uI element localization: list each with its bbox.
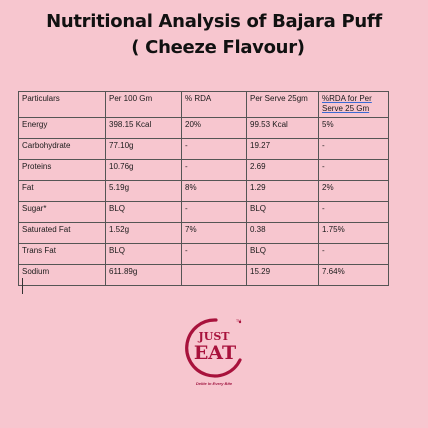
cell-rda-per-serve: 5% — [318, 117, 389, 139]
logo-dot — [238, 320, 242, 324]
cell-rda-per-serve: - — [318, 243, 389, 265]
cell-per-100gm: BLQ — [105, 201, 182, 223]
cell-per-serve: 19.27 — [246, 138, 319, 160]
table-row: Sugar* BLQ - BLQ - — [18, 201, 389, 223]
cell-rda: - — [181, 243, 247, 265]
table-row: Fat 5.19g 8% 1.29 2% — [18, 180, 389, 202]
header-rda-per-serve: %RDA for Per Serve 25 Gm — [318, 91, 389, 118]
cell-rda-per-serve: - — [318, 201, 389, 223]
logo-eat: EAT — [194, 342, 236, 364]
cell-per-serve: 99.53 Kcal — [246, 117, 319, 139]
cell-per-serve: BLQ — [246, 243, 319, 265]
table-row: Proteins 10.76g - 2.69 - — [18, 159, 389, 181]
cell-particular: Carbohydrate — [18, 138, 106, 160]
cell-rda: 8% — [181, 180, 247, 202]
cell-per-100gm: 398.15 Kcal — [105, 117, 182, 139]
logo-tm: TM — [236, 319, 241, 323]
cell-per-100gm: 1.52g — [105, 222, 182, 244]
cell-per-serve: BLQ — [246, 201, 319, 223]
cell-rda-per-serve: 7.64% — [318, 264, 389, 286]
logo-tagline: Delite In Every Bite — [195, 381, 233, 386]
cell-per-serve: 2.69 — [246, 159, 319, 181]
table-row: Saturated Fat 1.52g 7% 0.38 1.75% — [18, 222, 389, 244]
cell-rda-per-serve: 2% — [318, 180, 389, 202]
cell-rda: 20% — [181, 117, 247, 139]
cell-particular: Trans Fat — [18, 243, 106, 265]
cell-rda: - — [181, 201, 247, 223]
table-row: Sodium 611.89g 15.29 7.64% — [18, 264, 389, 286]
cell-per-100gm: BLQ — [105, 243, 182, 265]
cell-particular: Energy — [18, 117, 106, 139]
cell-rda: - — [181, 159, 247, 181]
cell-rda-per-serve: - — [318, 159, 389, 181]
cell-per-100gm: 611.89g — [105, 264, 182, 286]
table-header-row: Particulars Per 100 Gm % RDA Per Serve 2… — [18, 91, 389, 118]
cell-rda-per-serve: - — [318, 138, 389, 160]
cell-rda: 7% — [181, 222, 247, 244]
cell-per-serve: 15.29 — [246, 264, 319, 286]
cell-per-100gm: 10.76g — [105, 159, 182, 181]
cell-particular: Fat — [18, 180, 106, 202]
table-row: Trans Fat BLQ - BLQ - — [18, 243, 389, 265]
cell-rda: - — [181, 138, 247, 160]
table-row: Energy 398.15 Kcal 20% 99.53 Kcal 5% — [18, 117, 389, 139]
just-eat-logo: TM JUST EAT — [185, 318, 242, 378]
cell-particular: Sugar* — [18, 201, 106, 223]
header-per-100gm: Per 100 Gm — [105, 91, 182, 118]
table-stray-line — [22, 278, 23, 294]
cell-rda-per-serve: 1.75% — [318, 222, 389, 244]
cell-per-100gm: 77.10g — [105, 138, 182, 160]
cell-per-serve: 0.38 — [246, 222, 319, 244]
cell-per-serve: 1.29 — [246, 180, 319, 202]
header-particulars: Particulars — [18, 91, 106, 118]
logo-ring-arc — [185, 318, 242, 378]
cell-particular: Saturated Fat — [18, 222, 106, 244]
title-line-2: ( Cheeze Flavour) — [131, 37, 305, 58]
cell-per-100gm: 5.19g — [105, 180, 182, 202]
header-per-serve: Per Serve 25gm — [246, 91, 319, 118]
logo-just: JUST — [198, 330, 231, 343]
page-title: Nutritional Analysis of Bajara Puff ( Ch… — [0, 9, 428, 61]
cell-particular: Proteins — [18, 159, 106, 181]
nutrition-table: Particulars Per 100 Gm % RDA Per Serve 2… — [18, 91, 389, 286]
cell-particular: Sodium — [18, 264, 106, 286]
table-row: Carbohydrate 77.10g - 19.27 - — [18, 138, 389, 160]
title-line-1: Nutritional Analysis of Bajara Puff — [46, 11, 382, 32]
cell-rda — [181, 264, 247, 286]
header-rda: % RDA — [181, 91, 247, 118]
